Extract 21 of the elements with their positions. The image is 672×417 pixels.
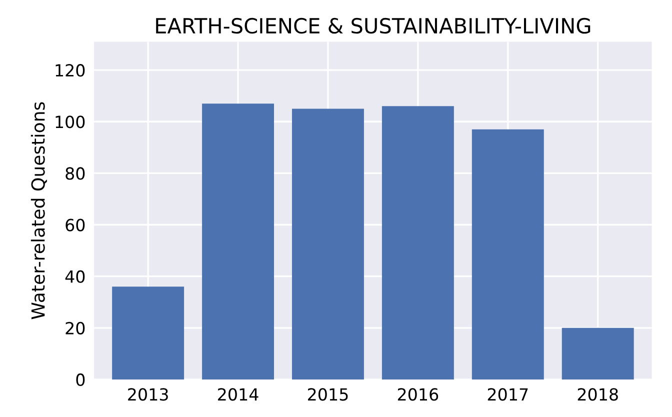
x-tick-label: 2016 xyxy=(398,388,438,401)
y-tick-label: 100 xyxy=(56,116,85,128)
bar xyxy=(112,286,184,380)
y-tick-label: 40 xyxy=(65,270,85,283)
x-tick-label: 2013 xyxy=(128,388,168,401)
bar xyxy=(562,328,634,380)
y-tick-label: 80 xyxy=(66,167,85,180)
x-tick-label: 2014 xyxy=(218,388,258,401)
y-tick-label: 0 xyxy=(76,373,85,386)
bar xyxy=(382,106,454,380)
bar xyxy=(292,108,364,380)
bar xyxy=(202,104,274,380)
y-tick-label: 60 xyxy=(66,218,85,232)
x-tick-label: 2018 xyxy=(578,388,618,401)
y-tick-label: 20 xyxy=(66,322,85,334)
y-axis-title: Water-related Questions xyxy=(30,102,47,320)
bar xyxy=(472,129,544,380)
y-tick-label: 120 xyxy=(56,64,85,77)
chart-title: EARTH-SCIENCE & SUSTAINABILITY-LIVING xyxy=(156,18,590,34)
x-tick-label: 2017 xyxy=(488,388,528,401)
x-tick-label: 2015 xyxy=(308,388,348,401)
